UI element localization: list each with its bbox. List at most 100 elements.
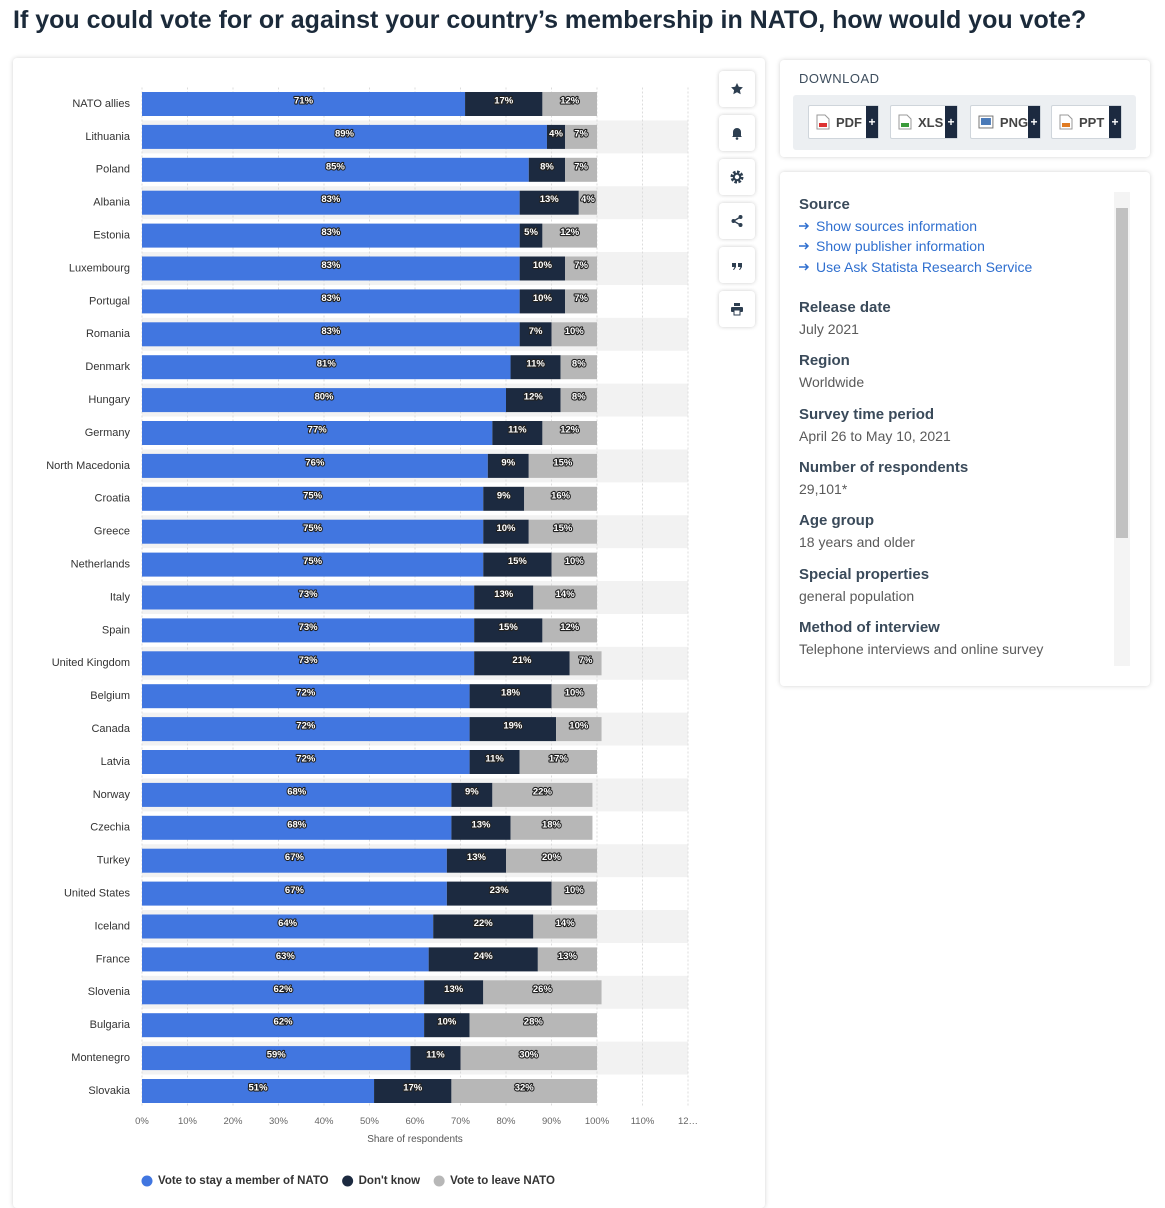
x-tick-label: 70%	[451, 1116, 471, 1127]
field-value: general population	[799, 588, 915, 604]
data-label: 75%	[303, 523, 323, 534]
bar-segment	[528, 453, 597, 478]
share-button[interactable]	[719, 203, 755, 239]
field-label: Region	[799, 352, 850, 369]
x-tick-label: 80%	[496, 1116, 516, 1127]
link-text: Use Ask Statista Research Service	[816, 259, 1033, 275]
bar-segment	[487, 453, 529, 478]
bar-segment	[551, 684, 597, 709]
source-link[interactable]: Show sources information	[799, 218, 977, 234]
field-value: July 2021	[799, 321, 859, 337]
data-label: 7%	[574, 161, 588, 172]
y-tick-label: Luxembourg	[69, 262, 130, 274]
field-label: Method of interview	[799, 619, 940, 636]
scroll-thumb[interactable]	[1116, 208, 1128, 538]
bar-segment	[451, 1079, 597, 1103]
y-tick-label: Greece	[94, 526, 130, 538]
data-label: 10%	[437, 1017, 457, 1028]
data-label: 21%	[512, 655, 532, 666]
bar-segment	[142, 717, 470, 742]
x-tick-label: 110%	[631, 1116, 655, 1127]
data-label: 73%	[299, 655, 319, 666]
bar-segment	[142, 980, 425, 1005]
format-label: PPT	[1079, 114, 1105, 130]
bar-segment	[142, 684, 470, 709]
x-tick-label: 50%	[360, 1116, 380, 1127]
data-label: 72%	[296, 688, 316, 699]
download-xls[interactable]: XLS +	[890, 105, 958, 139]
data-label: 32%	[515, 1083, 535, 1094]
bar-segment	[433, 914, 534, 939]
download-pdf[interactable]: PDF +	[808, 105, 879, 139]
bar-segment	[474, 618, 543, 643]
bar-segment	[469, 1013, 597, 1038]
download-ppt[interactable]: PPT +	[1051, 105, 1122, 139]
cite-button[interactable]	[719, 247, 755, 283]
bar-segment	[510, 355, 561, 380]
settings-button[interactable]	[719, 159, 755, 195]
bar-segment	[142, 881, 447, 906]
bar-segment	[483, 552, 552, 577]
data-label: 8%	[572, 392, 586, 403]
data-label: 8%	[572, 359, 586, 370]
bar-segment	[142, 947, 429, 972]
y-tick-label: Poland	[96, 164, 130, 176]
y-tick-label: Italy	[110, 591, 131, 603]
scrollbar[interactable]	[1114, 192, 1130, 666]
y-tick-label: France	[96, 953, 130, 965]
research-link[interactable]: Use Ask Statista Research Service	[799, 259, 1032, 275]
data-label: 12%	[560, 622, 580, 633]
data-label: 83%	[321, 326, 341, 337]
bar-segment	[519, 190, 579, 215]
data-label: 73%	[299, 589, 319, 600]
bar-segment	[519, 750, 597, 774]
print-button[interactable]	[719, 291, 755, 327]
bar-segment	[569, 651, 602, 676]
data-label: 13%	[558, 951, 578, 962]
data-label: 10%	[533, 260, 553, 271]
bar-segment	[142, 618, 475, 643]
bar-segment	[142, 157, 529, 182]
bar-segment	[142, 289, 520, 314]
data-label: 64%	[278, 918, 298, 929]
y-tick-label: Netherlands	[71, 559, 131, 571]
field-label: Release date	[799, 299, 891, 316]
bar-segment	[142, 519, 484, 544]
field-label: Survey time period	[799, 406, 935, 423]
bar-segment	[469, 684, 552, 709]
publisher-link[interactable]: Show publisher information	[799, 238, 985, 254]
favorite-button[interactable]	[719, 71, 755, 107]
bar-segment	[142, 914, 434, 939]
data-label: 85%	[326, 161, 346, 172]
data-label: 4%	[581, 194, 595, 205]
legend-marker	[433, 1175, 445, 1187]
data-label: 20%	[542, 852, 562, 863]
alert-button[interactable]	[719, 115, 755, 151]
y-tick-label: Bulgaria	[90, 1019, 131, 1031]
data-label: 22%	[533, 786, 553, 797]
bar-segment	[142, 782, 452, 807]
y-tick-label: Slovenia	[88, 986, 131, 998]
data-label: 10%	[565, 326, 585, 337]
bar-segment	[578, 190, 597, 215]
data-label: 17%	[549, 754, 569, 765]
bar-segment	[483, 980, 602, 1005]
download-card: DOWNLOAD PDF + XLS + PNG + PPT +	[780, 60, 1150, 157]
download-png[interactable]: PNG +	[970, 105, 1041, 139]
bar-segment	[519, 256, 566, 281]
bar-segment	[492, 421, 543, 445]
bar-segment	[451, 782, 493, 807]
data-label: 30%	[519, 1050, 539, 1061]
details-card: Source Show sources information Show pub…	[780, 172, 1150, 686]
field-value: 29,101*	[799, 481, 848, 497]
data-label: 15%	[553, 523, 573, 534]
y-tick-label: Norway	[93, 789, 131, 801]
data-label: 13%	[471, 819, 491, 830]
data-label: 51%	[249, 1083, 269, 1094]
bar-segment	[546, 124, 566, 149]
x-tick-label: 40%	[314, 1116, 334, 1127]
field-value: Telephone interviews and online survey	[799, 641, 1044, 657]
bar-segment	[483, 519, 529, 544]
bar-segment	[483, 486, 525, 511]
x-tick-label: 90%	[542, 1116, 562, 1127]
